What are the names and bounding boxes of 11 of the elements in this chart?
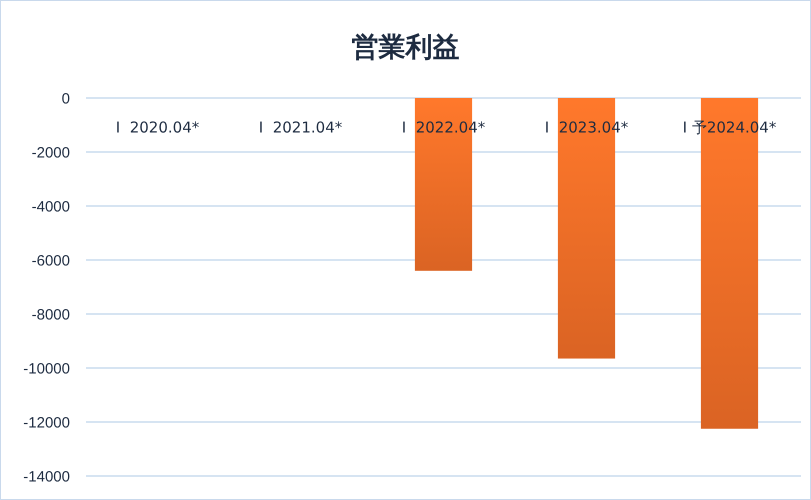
- y-tick-label: -2000: [32, 144, 70, 162]
- y-tick-label: -6000: [32, 252, 70, 270]
- y-tick-label: -10000: [23, 360, 70, 378]
- x-tick-label: I 2021.04*: [258, 118, 343, 136]
- x-tick-label: I 2020.04*: [116, 118, 200, 136]
- y-tick-label: -4000: [32, 198, 70, 216]
- y-tick-label: -12000: [23, 414, 70, 432]
- y-tick-label: -14000: [23, 468, 70, 486]
- y-tick-label: -8000: [32, 306, 70, 324]
- y-tick-label: 0: [62, 90, 70, 108]
- chart-title: 営業利益: [352, 32, 460, 63]
